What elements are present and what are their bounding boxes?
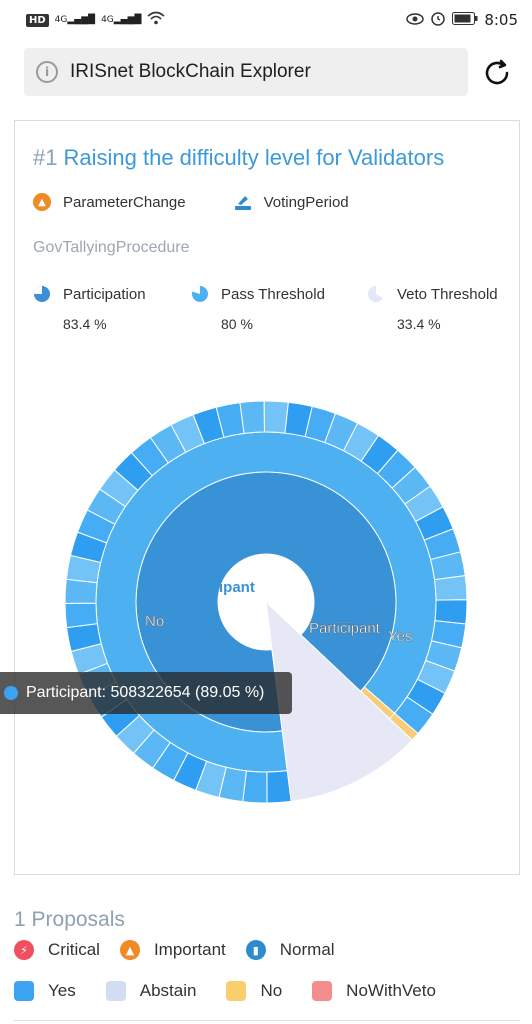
wifi-icon — [147, 11, 165, 29]
legend-yes[interactable]: Yes — [14, 981, 76, 1001]
outer-slice-nonparticipant[interactable] — [265, 600, 413, 802]
status-right: 8:05 — [406, 10, 518, 30]
outer-slice-validator[interactable] — [433, 575, 467, 601]
outer-slice-validator[interactable] — [263, 401, 289, 434]
proposal-type-label: ParameterChange — [63, 193, 186, 211]
procedure-label: GovTallyingProcedure — [33, 239, 190, 256]
bookmark-icon: ▮ — [245, 940, 266, 960]
legend-critical[interactable]: ⚡ Critical — [14, 940, 100, 960]
eye-icon — [406, 11, 425, 29]
stats-row: Participation 83.4 % Pass Threshold 80 %… — [33, 285, 513, 345]
stat-participation: Participation 83.4 % — [33, 285, 146, 332]
stat-pass-threshold: Pass Threshold 80 % — [191, 285, 325, 332]
proposal-card: #1 Raising the difficulty level for Valid… — [14, 120, 520, 875]
legend-label: Abstain — [139, 981, 197, 1000]
label-yes: Yes — [388, 628, 412, 645]
stat-label: Veto Threshold — [397, 285, 498, 303]
bottom-divider — [14, 1020, 520, 1021]
legend-nowithveto[interactable]: NoWithVeto — [312, 981, 436, 1001]
outer-slice-validator[interactable] — [239, 401, 265, 434]
stat-veto-threshold: Veto Threshold 33.4 % — [367, 285, 498, 332]
signal-icon-1: 4G▂▄▆█ — [54, 15, 96, 25]
vote-legend: Yes Abstain No NoWithVeto — [14, 981, 456, 1001]
outer-slice-validator[interactable] — [65, 578, 98, 604]
stat-value: 33.4 % — [397, 316, 441, 332]
alert-icon: ▲ — [119, 940, 140, 960]
legend-normal[interactable]: ▮ Normal — [245, 940, 335, 960]
stat-value: 80 % — [221, 316, 253, 332]
proposal-meta: ▲ ParameterChange VotingPeriod — [33, 193, 397, 211]
proposal-status-label: VotingPeriod — [263, 193, 349, 211]
outer-slice-validator[interactable] — [65, 602, 98, 629]
proposal-title[interactable]: #1 Raising the difficulty level for Valid… — [33, 145, 444, 171]
lightning-icon: ⚡ — [14, 940, 34, 960]
tooltip-text: Participant: 508322654 (89.05 %) — [26, 684, 265, 701]
legend-abstain[interactable]: Abstain — [105, 981, 197, 1001]
label-participant: Participant — [309, 620, 381, 637]
url-bar[interactable]: i IRISnet BlockChain Explorer — [24, 48, 468, 96]
url-text: IRISnet BlockChain Explorer — [70, 61, 311, 82]
pie-icon — [368, 285, 385, 302]
ballot-icon — [234, 196, 251, 210]
alert-icon: ▲ — [33, 193, 51, 211]
legend-label: Critical — [48, 940, 100, 959]
swatch-abstain — [105, 981, 126, 1001]
battery-icon — [452, 11, 478, 29]
stat-label: Pass Threshold — [221, 285, 325, 303]
legend-label: Yes — [48, 981, 76, 1000]
proposal-title-text: Raising the difficulty level for Validat… — [63, 145, 445, 170]
label-no: No — [145, 613, 164, 630]
swatch-nowithveto — [312, 981, 333, 1001]
reload-icon[interactable] — [481, 57, 513, 89]
proposal-type: ▲ ParameterChange — [33, 193, 186, 211]
hd-badge: HD — [26, 13, 49, 27]
legend-label: Normal — [279, 940, 335, 959]
status-left: HD 4G▂▄▆█ 4G▂▄▆█ — [26, 11, 165, 29]
proposal-status: VotingPeriod — [234, 193, 349, 211]
kind-legend: ⚡ Critical ▲ Important ▮ Normal — [14, 940, 355, 960]
pie-icon — [34, 286, 50, 302]
swatch-yes — [14, 981, 34, 1001]
legend-label: No — [260, 981, 283, 1000]
info-icon[interactable]: i — [36, 61, 58, 83]
legend-label: NoWithVeto — [346, 981, 436, 1000]
label-nonparticipant: Nonparticipant — [149, 579, 255, 596]
outer-slice-validator[interactable] — [434, 599, 467, 625]
signal-icon-2: 4G▂▄▆█ — [101, 15, 142, 25]
legend-label: Important — [153, 940, 226, 959]
swatch-no — [226, 981, 247, 1001]
tooltip-dot — [4, 686, 18, 700]
proposal-number: #1 — [33, 145, 58, 170]
outer-slice-validator[interactable] — [242, 770, 268, 803]
stat-label: Participation — [63, 285, 146, 303]
chart-tooltip: Participant: 508322654 (89.05 %) — [0, 672, 292, 714]
pie-icon — [192, 286, 208, 302]
proposals-count: 1 Proposals — [14, 908, 125, 931]
sunburst-chart[interactable]: Nonparticipant Participant No Yes — [65, 401, 467, 803]
stat-value: 83.4 % — [63, 316, 107, 332]
legend-no[interactable]: No — [226, 981, 282, 1001]
legend-important[interactable]: ▲ Important — [119, 940, 226, 960]
status-bar: HD 4G▂▄▆█ 4G▂▄▆█ 8:05 — [0, 0, 532, 40]
alarm-icon — [430, 10, 446, 30]
clock-time: 8:05 — [484, 11, 518, 29]
